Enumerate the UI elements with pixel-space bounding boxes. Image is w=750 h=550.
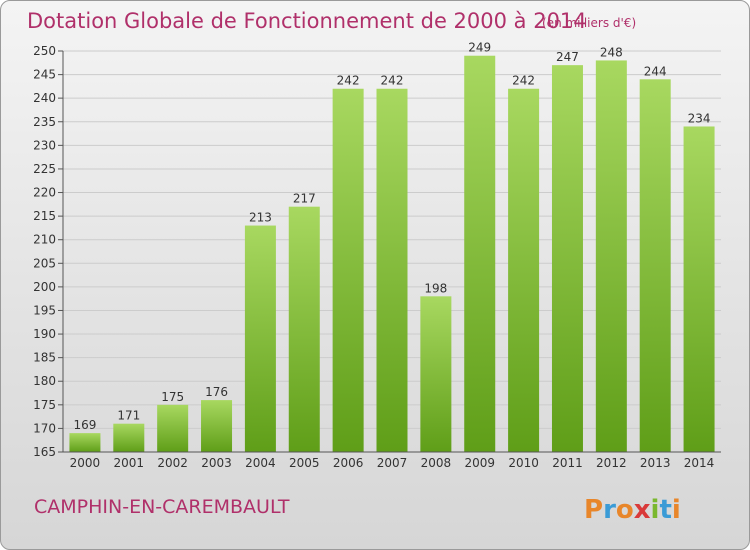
bar-2006 [332, 88, 364, 452]
bar-2013 [639, 79, 671, 453]
proxiti-logo: Proxiti [584, 495, 681, 525]
y-tick-label: 170 [33, 421, 56, 435]
bars: 169 171 175 176 213 217 242 242 198 249 242 247 248 2… [69, 41, 715, 453]
value-label: 213 [249, 211, 272, 225]
bar-2003 [201, 400, 233, 452]
commune-name: CAMPHIN-EN-CAREMBAULT [34, 496, 290, 518]
y-tick-label: 205 [33, 256, 56, 270]
x-tick-label: 2008 [421, 456, 452, 470]
y-tick-label: 220 [33, 186, 56, 200]
y-tick-label: 225 [33, 162, 56, 176]
x-tick-label: 2010 [508, 456, 539, 470]
x-tick-label: 2013 [640, 456, 671, 470]
x-tick-label: 2005 [289, 456, 320, 470]
bar-2007 [376, 88, 408, 452]
y-tick-label: 235 [33, 115, 56, 129]
value-label: 175 [161, 390, 184, 404]
value-label: 217 [293, 192, 316, 206]
bar-2012 [595, 60, 627, 452]
y-tick-label: 180 [33, 374, 56, 388]
x-tick-label: 2009 [464, 456, 495, 470]
x-tick-label: 2014 [684, 456, 715, 470]
x-tick-label: 2002 [157, 456, 188, 470]
chart-title: Dotation Globale de Fonctionnement de 20… [27, 9, 587, 33]
y-tick-label: 250 [33, 44, 56, 58]
bar-2014 [683, 126, 715, 452]
bar-2008 [420, 296, 452, 452]
bar-2010 [508, 88, 540, 452]
y-tick-label: 185 [33, 351, 56, 365]
y-tick-label: 195 [33, 303, 56, 317]
x-tick-label: 2001 [114, 456, 145, 470]
x-tick-label: 2000 [70, 456, 101, 470]
value-label: 176 [205, 385, 228, 399]
y-tick-label: 245 [33, 68, 56, 82]
x-tick-label: 2007 [377, 456, 408, 470]
chart-subtitle: (en milliers d'€) [542, 16, 636, 30]
bar-2001 [113, 423, 145, 452]
x-tick-label: 2003 [201, 456, 232, 470]
y-tick-label: 240 [33, 91, 56, 105]
value-label: 198 [424, 281, 447, 295]
value-label: 244 [644, 64, 667, 78]
x-axis: 2000 2001 2002 2003 2004 2005 2006 2007 2008 2009… [63, 451, 721, 470]
y-tick-label: 200 [33, 280, 56, 294]
y-tick-label: 215 [33, 209, 56, 223]
value-label: 248 [600, 45, 623, 59]
value-label: 249 [468, 41, 491, 55]
y-tick-label: 175 [33, 398, 56, 412]
x-tick-label: 2004 [245, 456, 276, 470]
value-label: 242 [512, 74, 535, 88]
bar-2011 [551, 65, 583, 452]
bar-2009 [464, 55, 496, 452]
logo-letter: o [616, 495, 634, 525]
y-tick-label: 190 [33, 327, 56, 341]
bar-2005 [288, 206, 320, 452]
bar-2004 [244, 225, 276, 452]
logo-letter: P [584, 495, 603, 525]
logo-letter: i [651, 495, 660, 525]
x-tick-label: 2011 [552, 456, 583, 470]
bar-2002 [157, 404, 189, 452]
y-tick-label: 210 [33, 233, 56, 247]
logo-letter: r [603, 495, 616, 525]
value-label: 242 [381, 74, 404, 88]
value-label: 171 [117, 409, 140, 423]
logo-letter: t [659, 495, 671, 525]
x-tick-label: 2006 [333, 456, 364, 470]
value-label: 234 [688, 111, 711, 125]
bar-2000 [69, 433, 101, 452]
y-tick-label: 230 [33, 138, 56, 152]
logo-letter: i [672, 495, 681, 525]
x-tick-label: 2012 [596, 456, 627, 470]
value-label: 242 [337, 74, 360, 88]
value-label: 169 [73, 418, 96, 432]
y-axis: 165 170 175 180 185 190 195 200 205 210 215 220 225 2… [33, 44, 64, 459]
logo-letter: x [634, 495, 651, 525]
value-label: 247 [556, 50, 579, 64]
y-tick-label: 165 [33, 445, 56, 459]
